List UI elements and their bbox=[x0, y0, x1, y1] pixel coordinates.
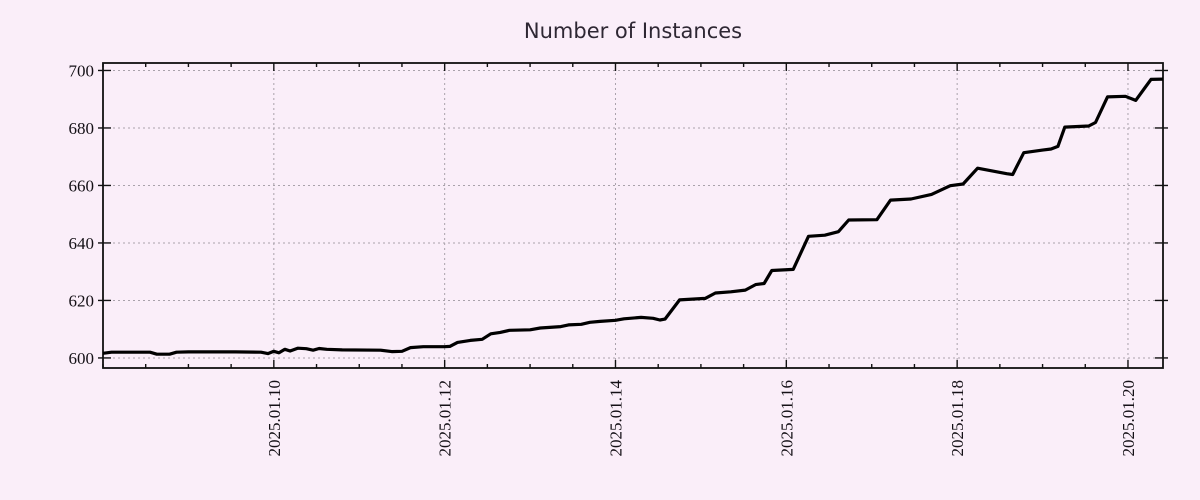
y-tick-label: 600 bbox=[69, 349, 95, 368]
plot-frame bbox=[102, 62, 1164, 369]
series-line-instances bbox=[102, 77, 1164, 356]
chart-title: Number of Instances bbox=[524, 19, 742, 43]
plot-area: 600 620 640 660 680 700 2025.01.10 2025.01.12 20… bbox=[69, 61, 1168, 457]
x-tick-label: 2025.01.18 bbox=[948, 380, 967, 457]
x-tick-label: 2025.01.16 bbox=[777, 380, 796, 457]
y-tick-label: 620 bbox=[69, 291, 95, 310]
y-tick-label: 640 bbox=[69, 234, 95, 253]
y-tick-label: 660 bbox=[69, 176, 95, 195]
x-tick-label: 2025.01.20 bbox=[1119, 380, 1138, 457]
y-tick-label: 680 bbox=[69, 119, 95, 138]
x-tick-label: 2025.01.12 bbox=[436, 380, 455, 457]
y-tick-label: 700 bbox=[69, 61, 95, 80]
x-tick-label: 2025.01.14 bbox=[606, 380, 625, 457]
x-tick-label: 2025.01.10 bbox=[265, 380, 284, 457]
